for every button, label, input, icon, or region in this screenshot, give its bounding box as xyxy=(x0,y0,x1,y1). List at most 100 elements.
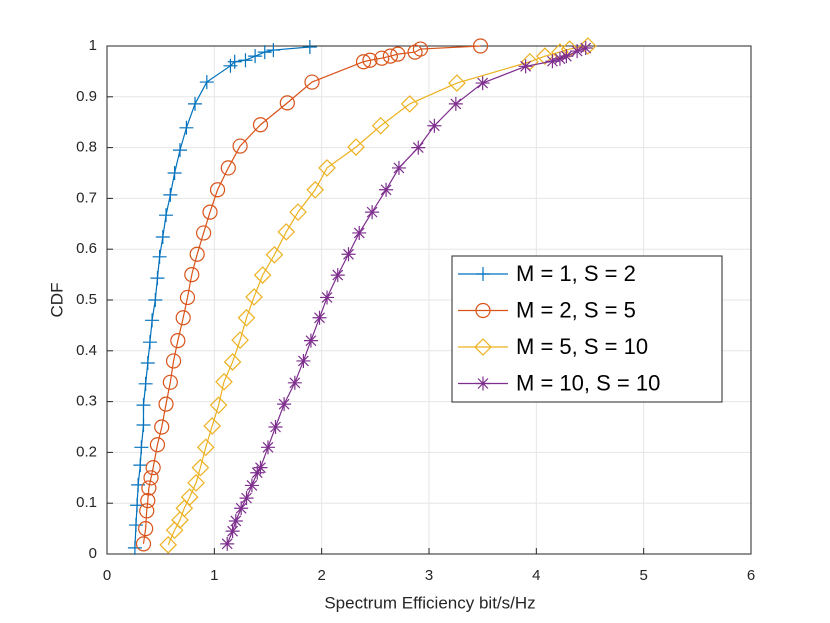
marker xyxy=(133,458,148,473)
marker xyxy=(154,419,170,435)
marker xyxy=(225,524,240,539)
marker xyxy=(145,460,161,476)
marker xyxy=(266,43,281,58)
marker xyxy=(371,116,390,135)
marker xyxy=(239,491,254,506)
marker xyxy=(304,74,320,90)
marker xyxy=(134,440,149,455)
x-tick-label: 6 xyxy=(747,567,755,584)
marker xyxy=(148,293,163,307)
marker xyxy=(171,511,189,529)
marker xyxy=(374,50,390,66)
marker xyxy=(187,474,205,492)
marker xyxy=(191,458,210,477)
marker xyxy=(475,76,490,91)
marker xyxy=(138,376,153,391)
legend-marker xyxy=(476,376,490,391)
marker xyxy=(545,54,560,69)
legend-marker xyxy=(475,302,491,319)
marker xyxy=(232,138,248,154)
marker xyxy=(552,51,567,66)
marker xyxy=(209,396,228,415)
marker xyxy=(244,478,259,493)
marker xyxy=(559,49,574,64)
marker xyxy=(306,180,325,199)
marker xyxy=(209,182,226,198)
marker xyxy=(138,521,154,537)
marker xyxy=(330,268,345,283)
y-tick-label: 0.3 xyxy=(76,393,97,410)
marker xyxy=(303,333,318,348)
series-line xyxy=(226,47,586,545)
marker xyxy=(223,353,242,371)
marker xyxy=(163,187,178,202)
legend-label: M = 5, S = 10 xyxy=(516,334,648,359)
marker xyxy=(159,208,174,223)
marker xyxy=(150,271,165,286)
marker xyxy=(560,40,579,58)
y-tick-label: 0.4 xyxy=(76,342,97,359)
marker xyxy=(170,333,186,349)
marker xyxy=(180,488,199,506)
y-tick-label: 0.9 xyxy=(76,88,97,105)
x-tick-label: 0 xyxy=(103,567,111,584)
marker xyxy=(521,52,539,71)
y-tick-label: 0.1 xyxy=(76,494,97,511)
marker xyxy=(196,225,212,241)
marker xyxy=(140,355,155,370)
marker xyxy=(252,117,269,133)
marker xyxy=(268,420,283,434)
marker xyxy=(253,460,268,475)
marker xyxy=(518,59,533,74)
marker xyxy=(202,204,218,220)
marker xyxy=(238,53,253,68)
y-tick-label: 0.7 xyxy=(76,189,97,206)
marker xyxy=(199,75,214,90)
marker xyxy=(570,44,585,59)
x-tick-label: 5 xyxy=(639,567,647,584)
marker xyxy=(149,437,166,453)
marker xyxy=(152,249,167,264)
marker xyxy=(143,470,159,486)
legend-marker xyxy=(474,338,492,356)
marker xyxy=(167,166,182,180)
y-tick-label: 0 xyxy=(89,545,97,562)
marker xyxy=(302,40,317,55)
x-tick-label: 1 xyxy=(210,567,218,584)
marker xyxy=(277,223,296,241)
marker xyxy=(184,267,200,283)
marker xyxy=(355,54,372,70)
marker xyxy=(253,266,272,284)
marker xyxy=(536,47,554,66)
legend-label: M = 1, S = 2 xyxy=(516,261,636,286)
marker xyxy=(196,438,215,457)
marker xyxy=(189,246,205,262)
marker xyxy=(159,536,178,554)
marker xyxy=(390,46,406,62)
marker xyxy=(203,417,222,435)
marker xyxy=(400,95,419,113)
marker xyxy=(250,465,265,480)
marker xyxy=(245,288,263,306)
x-tick-label: 4 xyxy=(532,567,540,584)
marker xyxy=(261,440,275,455)
marker xyxy=(136,417,151,432)
marker xyxy=(279,95,295,111)
marker xyxy=(141,480,157,496)
marker xyxy=(312,310,327,325)
marker xyxy=(277,397,292,412)
marker xyxy=(136,398,151,413)
marker xyxy=(265,245,284,264)
marker xyxy=(172,143,187,158)
y-axis-label: CDF xyxy=(47,283,66,318)
x-axis-label: Spectrum Efficiency bit/s/Hz xyxy=(324,593,535,612)
marker xyxy=(318,159,336,177)
marker xyxy=(382,48,398,64)
marker xyxy=(142,335,157,350)
series-line xyxy=(167,45,588,546)
legend-box xyxy=(451,255,723,403)
marker xyxy=(427,118,442,133)
marker xyxy=(228,513,243,528)
legend-marker xyxy=(476,267,490,281)
